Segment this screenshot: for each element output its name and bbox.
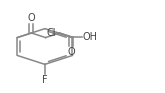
- Text: Cl: Cl: [47, 28, 56, 38]
- Text: O: O: [28, 13, 35, 23]
- Text: F: F: [42, 75, 48, 85]
- Text: OH: OH: [82, 32, 97, 42]
- Text: O: O: [67, 47, 75, 57]
